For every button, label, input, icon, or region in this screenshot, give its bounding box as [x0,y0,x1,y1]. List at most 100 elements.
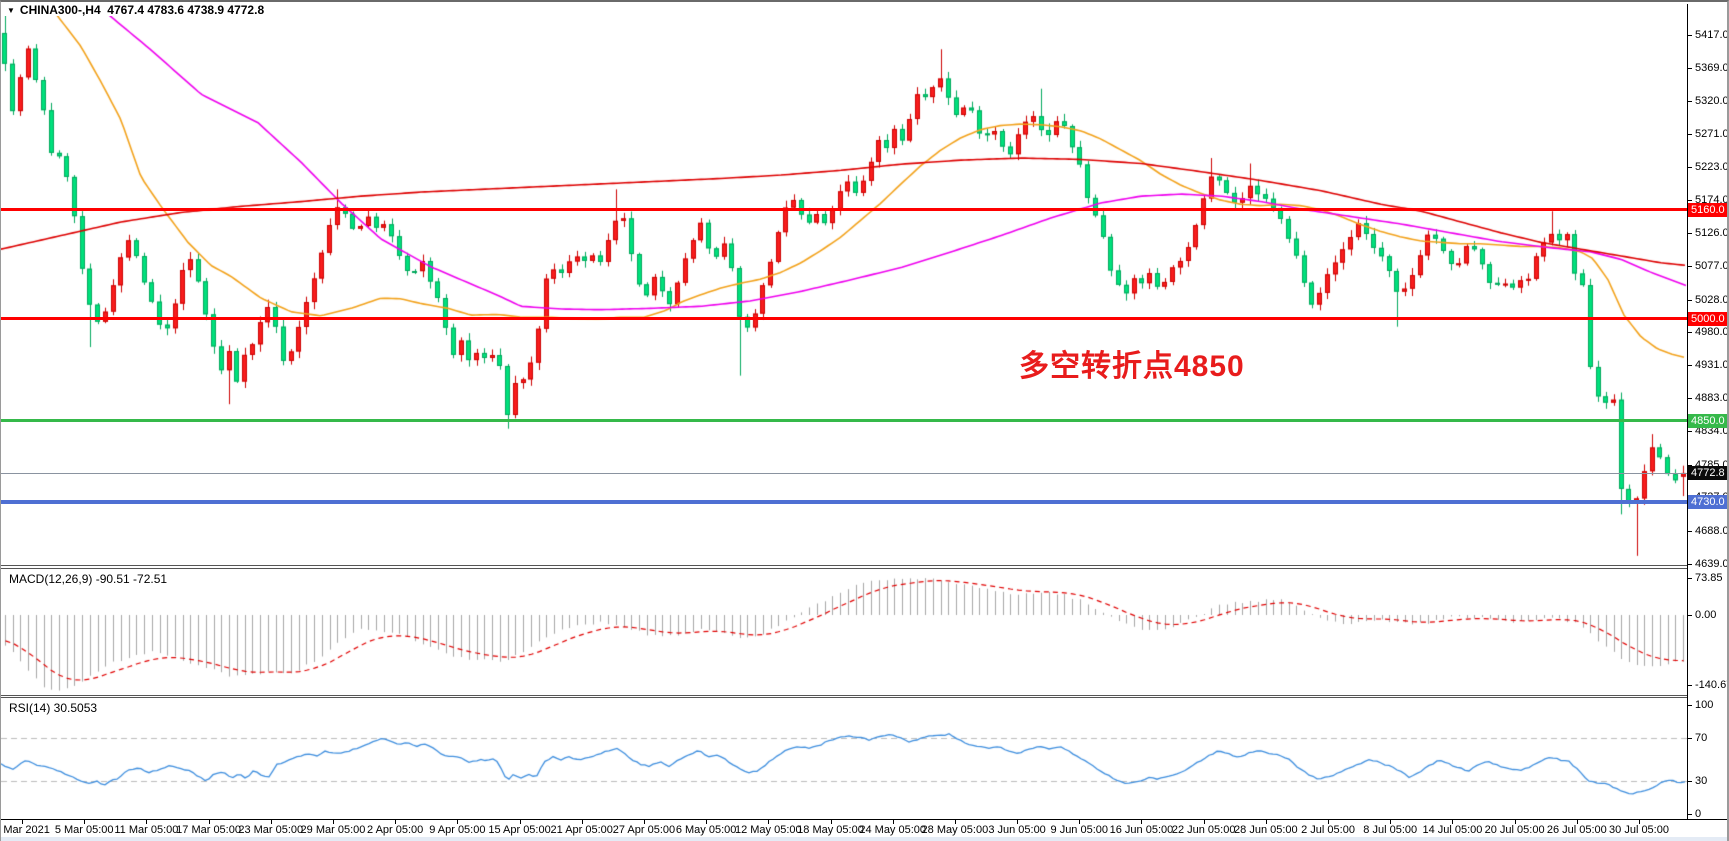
plot-right-border [1687,4,1688,819]
time-label: 28 May 05:00 [921,824,989,836]
time-label: 17 Mar 05:00 [176,824,241,836]
time-label: 6 May 05:00 [675,824,737,836]
price-tick-label: 5126.0 [1695,226,1729,239]
price-tick-dash [1687,266,1692,268]
price-tick-label: 5369.0 [1695,61,1729,74]
price-chart-canvas[interactable] [1,16,1687,565]
time-label: 27 Apr 05:00 [612,824,676,836]
time-tick [892,820,894,824]
price-tick-dash [1687,398,1692,400]
hline-resistance-5000[interactable] [1,317,1687,321]
price-tick-dash [1687,200,1692,202]
time-label: 9 Apr 05:00 [429,824,486,836]
hline-resistance-5160[interactable] [1,208,1687,212]
hline-badge-support-4730: 4730.0 [1688,495,1727,510]
price-tick-label: 5077.0 [1695,260,1729,273]
price-tick-label: 4688.0 [1695,524,1729,537]
time-tick [1141,820,1143,824]
macd-panel-label: MACD(12,26,9) -90.51 -72.51 [9,572,168,586]
time-label: 3 Jun 05:00 [988,824,1046,836]
time-tick [830,820,832,824]
hline-badge-resistance-5000: 5000.0 [1688,311,1727,326]
macd-indicator-canvas[interactable] [1,569,1687,695]
rsi-tick-dash [1687,781,1692,783]
price-tick-dash [1687,232,1692,234]
time-tick [1639,820,1640,824]
chart-title-bar: ▼ CHINA300-,H4 4767.4 4783.6 4738.9 4772.… [7,3,265,17]
time-label: 26 Jul 05:00 [1546,824,1607,836]
time-label: 18 May 05:00 [797,824,864,836]
price-tick-dash [1687,464,1692,466]
time-label: 29 Mar 05:00 [300,824,366,836]
time-label: 30 Jul 05:00 [1609,824,1669,836]
hline-pivot-4850[interactable] [1,419,1687,423]
ohlc-values: 4767.4 4783.6 4738.9 4772.8 [107,3,265,17]
panel-separator[interactable] [1,697,1687,698]
price-tick-label: 5320.0 [1695,94,1729,107]
time-label: 21 Apr 05:00 [550,824,613,836]
price-tick-dash [1687,67,1692,69]
price-tick-label: 4883.0 [1695,392,1729,405]
price-tick-dash [1687,530,1692,532]
panel-separator[interactable] [1,568,1687,569]
time-tick [1452,820,1454,824]
rsi-panel-label: RSI(14) 30.5053 [9,701,98,715]
panel-separator[interactable] [1,695,1687,696]
rsi-tick-dash [1687,705,1692,706]
current-price-line [1,473,1687,475]
price-tick-dash [1687,431,1692,433]
price-tick-label: 4834.0 [1695,425,1729,438]
rsi-tick-label: 30 [1695,775,1708,788]
macd-tick-dash [1687,578,1692,580]
time-label: 9 Jun 05:00 [1050,824,1109,836]
price-tick-label: 5417.0 [1695,29,1729,41]
price-tick-label: 5271.0 [1695,128,1729,141]
time-tick [22,820,23,824]
time-label: 2 Jul 05:00 [1301,824,1355,836]
price-tick-dash [1687,166,1692,168]
time-tick [768,820,770,824]
rsi-tick-dash [1687,814,1692,815]
time-label: 1 Mar 2021 [1,824,50,836]
price-tick-dash [1687,564,1692,565]
symbol-period-label: CHINA300-,H4 [19,3,101,17]
macd-tick-dash [1687,684,1692,686]
window-bottom-edge [1,837,1727,841]
price-tick-label: 4931.0 [1695,359,1729,372]
panel-separator[interactable] [1,565,1687,566]
price-tick-dash [1687,134,1692,136]
time-label: 24 May 05:00 [859,824,927,836]
time-tick [706,820,708,824]
macd-tick-label: -140.67 [1695,678,1729,691]
hline-support-4730[interactable] [1,500,1687,505]
hline-badge-pivot-4850: 4850.0 [1688,413,1727,428]
rsi-tick-dash [1687,737,1692,739]
time-tick [395,820,397,824]
price-tick-label: 5223.0 [1695,160,1729,173]
time-label: 14 Jul 05:00 [1422,824,1483,836]
rsi-tick-label: 70 [1695,731,1708,744]
time-tick [1514,820,1516,824]
price-tick-dash [1687,365,1692,367]
time-label: 20 Jul 05:00 [1484,824,1545,836]
price-tick-dash [1687,332,1692,334]
time-label: 23 Mar 05:00 [238,824,304,836]
time-label: 12 May 05:00 [734,824,802,836]
time-tick [146,820,148,824]
annotation-text[interactable]: 多空转折点4850 [1019,350,1245,383]
macd-tick-label: 73.85 [1695,572,1723,585]
macd-tick-label: 0.00 [1695,609,1717,621]
price-tick-dash [1687,100,1692,102]
time-tick [208,820,210,824]
time-tick [1203,820,1205,824]
time-label: 5 Mar 05:00 [54,824,114,836]
time-label: 8 Jul 05:00 [1363,824,1418,836]
macd-tick-dash [1687,615,1692,616]
price-tick-dash [1687,35,1692,36]
time-tick [581,820,583,824]
time-label: 22 Jun 05:00 [1171,824,1236,836]
time-tick [1017,820,1019,824]
chart-collapse-icon[interactable]: ▼ [7,6,15,15]
price-tick-dash [1687,299,1692,301]
rsi-indicator-canvas[interactable] [1,698,1687,819]
